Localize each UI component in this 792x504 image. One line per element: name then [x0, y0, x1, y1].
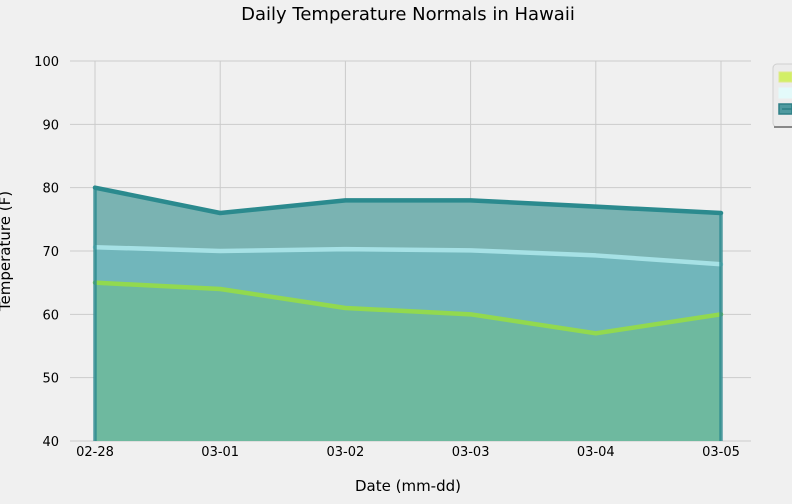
x-tick-label: 03-03 — [452, 445, 490, 460]
x-tick-label: 03-01 — [201, 445, 239, 460]
y-tick-label: 100 — [34, 55, 59, 70]
x-tick-label: 02-28 — [76, 445, 114, 460]
x-tick-label: 03-05 — [702, 445, 740, 460]
x-axis: 02-28 03-01 03-02 03-03 03-04 03-05 — [76, 445, 740, 460]
plot-area — [70, 60, 751, 442]
x-tick-label: 03-02 — [327, 445, 365, 460]
y-tick-label: 50 — [42, 372, 59, 387]
series-areas — [95, 187, 721, 441]
y-tick-label: 60 — [42, 308, 59, 323]
legend-swatch-1 — [778, 87, 792, 99]
series-line-2 — [92, 280, 724, 336]
x-tick-label: 03-04 — [577, 445, 615, 460]
y-axis-label: Temperature (F) — [0, 191, 14, 312]
series-line-1 — [92, 244, 724, 267]
y-tick-label: 40 — [42, 435, 59, 450]
series-area-2 — [95, 282, 721, 441]
series-line-0 — [92, 185, 724, 216]
chart-title: Daily Temperature Normals in Hawaii — [241, 4, 575, 25]
series-lines — [92, 185, 724, 441]
y-tick-label: 80 — [42, 182, 59, 197]
x-axis-label: Date (mm-dd) — [355, 477, 461, 495]
y-tick-label: 70 — [42, 245, 59, 260]
y-tick-label: 90 — [42, 118, 59, 133]
legend — [772, 63, 792, 128]
y-axis: 40 50 60 70 80 90 100 — [34, 55, 59, 450]
legend-swatch-0 — [778, 71, 792, 83]
